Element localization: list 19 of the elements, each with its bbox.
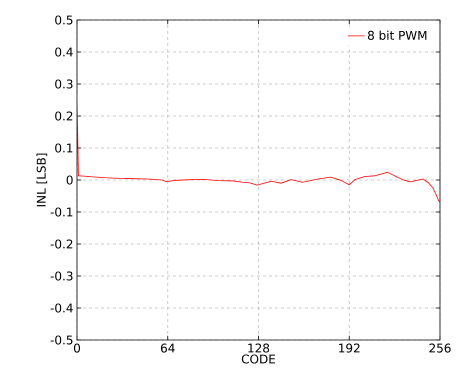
x-tick-label: 64 <box>160 344 175 353</box>
y-tick-label: 0 <box>66 175 73 185</box>
legend-label: 8 bit PWM <box>368 30 426 40</box>
y-tick-label: 0.3 <box>55 79 72 89</box>
y-tick-label: 0.2 <box>55 111 72 121</box>
y-tick-label: -0.3 <box>50 271 72 281</box>
y-tick-label: 0.1 <box>55 143 72 153</box>
x-tick-label: 192 <box>339 344 360 353</box>
y-tick-label: -0.4 <box>50 303 73 313</box>
x-axis-title: CODE <box>242 354 276 364</box>
x-tick-label: 128 <box>248 344 270 353</box>
y-axis-title: INL [LSB] <box>36 154 48 206</box>
y-tick-label: -0.2 <box>50 239 72 249</box>
y-tick-label: -0.1 <box>50 207 72 217</box>
y-tick-label: 0.5 <box>55 15 72 25</box>
x-tick-label: 0 <box>74 344 80 353</box>
x-tick-label: 256 <box>429 344 451 353</box>
y-tick-label: 0.4 <box>55 47 73 57</box>
y-tick-label: -0.5 <box>50 335 72 345</box>
